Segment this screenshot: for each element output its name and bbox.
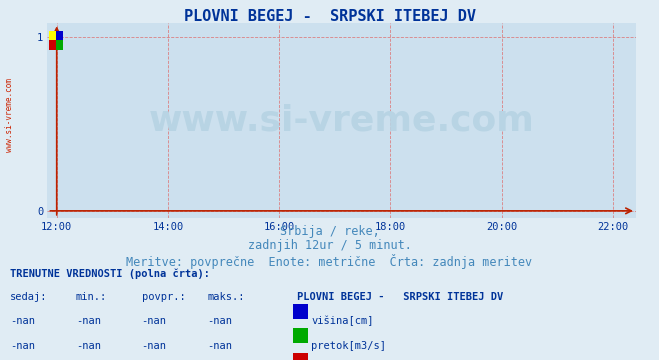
Text: sedaj:: sedaj:: [10, 292, 47, 302]
Text: povpr.:: povpr.:: [142, 292, 185, 302]
Text: www.si-vreme.com: www.si-vreme.com: [5, 78, 14, 152]
Bar: [49, 40, 56, 50]
Bar: [56, 31, 63, 40]
Text: Srbija / reke,: Srbija / reke,: [279, 225, 380, 238]
Text: -nan: -nan: [76, 316, 101, 326]
Text: -nan: -nan: [10, 316, 35, 326]
Text: -nan: -nan: [208, 341, 233, 351]
Text: PLOVNI BEGEJ -   SRPSKI ITEBEJ DV: PLOVNI BEGEJ - SRPSKI ITEBEJ DV: [297, 292, 503, 302]
Text: -nan: -nan: [142, 341, 167, 351]
Text: zadnjih 12ur / 5 minut.: zadnjih 12ur / 5 minut.: [248, 239, 411, 252]
Text: min.:: min.:: [76, 292, 107, 302]
Text: pretok[m3/s]: pretok[m3/s]: [311, 341, 386, 351]
Bar: [56, 40, 63, 50]
Text: -nan: -nan: [142, 316, 167, 326]
Text: TRENUTNE VREDNOSTI (polna črta):: TRENUTNE VREDNOSTI (polna črta):: [10, 268, 210, 279]
Text: PLOVNI BEGEJ -  SRPSKI ITEBEJ DV: PLOVNI BEGEJ - SRPSKI ITEBEJ DV: [183, 9, 476, 24]
Text: maks.:: maks.:: [208, 292, 245, 302]
Text: www.si-vreme.com: www.si-vreme.com: [149, 104, 534, 138]
Text: -nan: -nan: [76, 341, 101, 351]
Bar: [49, 31, 56, 40]
Text: višina[cm]: višina[cm]: [311, 316, 374, 327]
Text: Meritve: povprečne  Enote: metrične  Črta: zadnja meritev: Meritve: povprečne Enote: metrične Črta:…: [127, 254, 532, 269]
Text: -nan: -nan: [208, 316, 233, 326]
Text: -nan: -nan: [10, 341, 35, 351]
